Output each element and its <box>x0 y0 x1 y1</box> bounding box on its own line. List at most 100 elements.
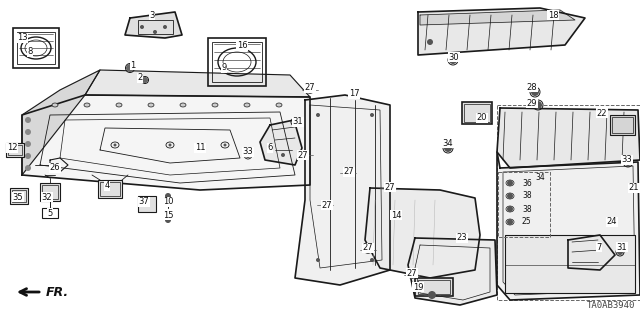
Text: 13: 13 <box>17 33 28 42</box>
Ellipse shape <box>321 201 329 209</box>
Text: 38: 38 <box>522 204 532 213</box>
Text: 15: 15 <box>163 211 173 219</box>
Polygon shape <box>22 95 310 190</box>
Text: 36: 36 <box>522 179 532 188</box>
Bar <box>40 183 60 201</box>
Text: 1: 1 <box>131 61 136 70</box>
Text: 4: 4 <box>104 182 109 190</box>
Polygon shape <box>125 12 182 38</box>
Ellipse shape <box>148 103 154 107</box>
Text: 11: 11 <box>195 144 205 152</box>
Text: 3: 3 <box>149 11 155 19</box>
Text: 27: 27 <box>298 151 308 160</box>
Ellipse shape <box>316 258 320 262</box>
Ellipse shape <box>449 56 457 64</box>
Ellipse shape <box>52 103 58 107</box>
Polygon shape <box>497 152 640 300</box>
Ellipse shape <box>306 86 314 94</box>
Bar <box>498 172 550 237</box>
Bar <box>208 38 266 86</box>
Text: 37: 37 <box>139 197 149 206</box>
Text: 28: 28 <box>527 83 538 92</box>
Ellipse shape <box>617 249 623 255</box>
Text: 12: 12 <box>7 144 17 152</box>
Polygon shape <box>420 10 575 25</box>
Text: 34: 34 <box>443 138 453 147</box>
Polygon shape <box>260 120 302 165</box>
Ellipse shape <box>428 291 436 299</box>
Text: 9: 9 <box>221 63 227 72</box>
Text: 2: 2 <box>138 73 143 83</box>
Text: 26: 26 <box>50 164 60 173</box>
Ellipse shape <box>427 39 433 45</box>
Ellipse shape <box>281 153 285 157</box>
Polygon shape <box>85 70 310 97</box>
Ellipse shape <box>408 271 416 279</box>
Polygon shape <box>497 108 640 168</box>
Ellipse shape <box>507 180 513 186</box>
Bar <box>138 20 173 34</box>
Text: 27: 27 <box>363 243 373 253</box>
Text: 27: 27 <box>406 269 417 278</box>
Text: 38: 38 <box>522 191 532 201</box>
Text: 31: 31 <box>292 117 303 127</box>
Bar <box>6 143 24 157</box>
Polygon shape <box>295 95 390 285</box>
Ellipse shape <box>276 103 282 107</box>
Text: 30: 30 <box>449 53 460 62</box>
Ellipse shape <box>165 217 171 223</box>
Bar <box>505 235 635 293</box>
Text: 14: 14 <box>391 211 401 219</box>
Ellipse shape <box>316 113 320 117</box>
Ellipse shape <box>370 113 374 117</box>
Bar <box>212 42 262 82</box>
Text: FR.: FR. <box>46 286 69 299</box>
Text: 8: 8 <box>28 48 33 56</box>
Polygon shape <box>365 188 480 278</box>
Ellipse shape <box>531 88 539 96</box>
Bar <box>8 145 22 155</box>
Text: 29: 29 <box>527 99 537 108</box>
Bar <box>497 105 640 300</box>
Ellipse shape <box>344 169 352 177</box>
Ellipse shape <box>245 152 251 158</box>
Bar <box>17 32 55 64</box>
Ellipse shape <box>163 25 167 29</box>
Text: 6: 6 <box>268 144 273 152</box>
Ellipse shape <box>364 246 372 254</box>
Text: 17: 17 <box>349 90 359 99</box>
Ellipse shape <box>507 206 513 212</box>
Text: 25: 25 <box>522 218 532 226</box>
Text: 34: 34 <box>535 173 545 182</box>
Polygon shape <box>408 238 497 305</box>
Ellipse shape <box>180 103 186 107</box>
Ellipse shape <box>444 144 452 152</box>
Ellipse shape <box>384 184 392 192</box>
Text: 20: 20 <box>477 114 487 122</box>
Ellipse shape <box>140 25 144 29</box>
Ellipse shape <box>507 219 513 225</box>
Bar <box>415 278 453 296</box>
Text: 18: 18 <box>548 11 558 19</box>
Text: 24: 24 <box>607 218 617 226</box>
Text: 21: 21 <box>628 183 639 192</box>
Ellipse shape <box>153 30 157 34</box>
Ellipse shape <box>292 119 298 125</box>
Bar <box>612 117 633 133</box>
Polygon shape <box>568 235 615 270</box>
Ellipse shape <box>126 64 134 72</box>
Polygon shape <box>418 8 585 55</box>
Polygon shape <box>22 70 100 175</box>
Ellipse shape <box>168 144 172 146</box>
Ellipse shape <box>25 165 31 171</box>
Bar <box>42 208 58 218</box>
Text: 16: 16 <box>237 41 247 50</box>
Text: 27: 27 <box>385 182 396 191</box>
Bar <box>464 104 490 122</box>
Bar <box>138 196 156 212</box>
Ellipse shape <box>223 144 227 146</box>
Bar <box>42 185 58 199</box>
Ellipse shape <box>25 117 31 123</box>
Bar <box>10 188 28 204</box>
Ellipse shape <box>534 101 542 109</box>
